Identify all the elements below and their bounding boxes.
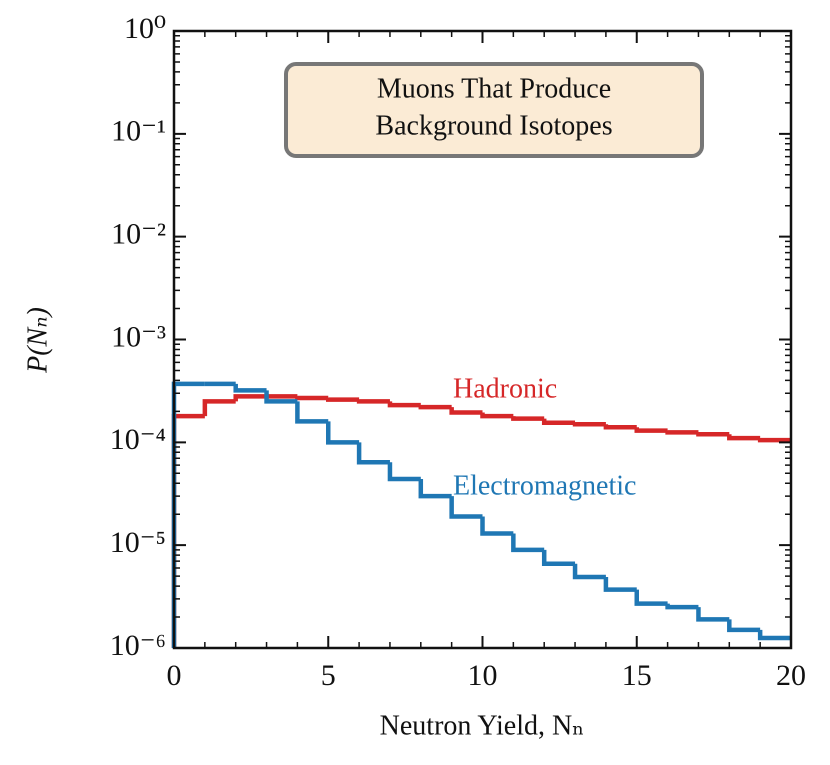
hist-step xyxy=(387,462,421,482)
hist-step xyxy=(757,437,791,443)
hist-step xyxy=(295,395,329,401)
y-axis-label: P(Nₙ) xyxy=(22,307,53,374)
hist-step xyxy=(418,478,452,499)
title-line: Background Isotopes xyxy=(375,110,612,141)
y-tick-label: 10⁰ xyxy=(124,12,166,45)
x-axis-label: Neutron Yield, Nₙ xyxy=(380,710,585,741)
series-label: Electromagnetic xyxy=(453,470,636,501)
hist-step xyxy=(572,563,606,580)
hist-step xyxy=(603,577,637,592)
hist-step xyxy=(603,424,637,430)
hist-step xyxy=(727,619,761,633)
y-tick-label: 10⁻⁴ xyxy=(110,423,166,456)
hist-step xyxy=(356,399,390,404)
hist-step xyxy=(202,399,236,417)
x-tick-label: 15 xyxy=(622,659,652,692)
y-tick-label: 10⁻² xyxy=(111,218,166,251)
hist-step xyxy=(171,381,205,648)
hist-step xyxy=(233,383,267,393)
y-tick-label: 10⁻¹ xyxy=(111,115,166,148)
hist-step xyxy=(541,418,576,426)
hist-step xyxy=(634,427,668,433)
hist-step xyxy=(572,421,606,427)
hist-step xyxy=(480,412,514,419)
hist-step xyxy=(418,404,452,410)
hist-step xyxy=(511,533,545,553)
hist-step xyxy=(757,629,791,641)
x-tick-label: 5 xyxy=(321,659,336,692)
hist-step xyxy=(449,407,483,415)
title-line: Muons That Produce xyxy=(377,73,611,104)
x-tick-label: 0 xyxy=(167,659,182,692)
hist-step xyxy=(326,421,360,445)
hist-step xyxy=(326,397,360,402)
hist-step xyxy=(295,401,329,424)
y-tick-label: 10⁻⁶ xyxy=(110,629,166,662)
hist-step xyxy=(665,603,699,610)
hist-step xyxy=(696,431,730,437)
hist-step xyxy=(511,416,545,421)
x-tick-label: 10 xyxy=(468,659,498,692)
y-tick-label: 10⁻⁵ xyxy=(110,526,166,559)
y-tick-label: 10⁻³ xyxy=(111,320,166,353)
hist-step xyxy=(233,394,267,402)
hist-step xyxy=(387,401,421,408)
hist-step xyxy=(449,496,483,519)
hist-step xyxy=(541,549,576,566)
hist-step xyxy=(264,390,298,404)
title-box xyxy=(284,62,704,158)
hist-step xyxy=(665,430,699,435)
hist-step xyxy=(696,607,730,622)
hist-step xyxy=(727,434,761,441)
series-label: Hadronic xyxy=(453,373,557,404)
hist-step xyxy=(356,442,390,465)
hist-step xyxy=(480,516,514,536)
hist-step xyxy=(634,589,668,606)
hist-step xyxy=(171,413,205,648)
x-tick-label: 20 xyxy=(776,659,806,692)
